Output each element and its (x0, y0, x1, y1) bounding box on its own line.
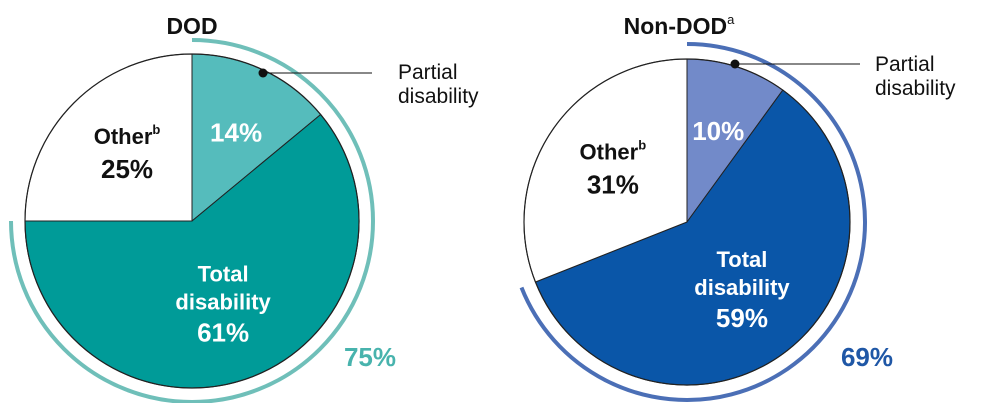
slice-label-0-2: Otherb (94, 122, 161, 149)
chart-title-0: DOD (166, 13, 217, 39)
slice-label-0-1a: Total (198, 261, 249, 286)
slice-label-1-1b: disability (694, 275, 790, 300)
slice-value-0-1: 61% (197, 317, 249, 347)
pie-outline-1 (523, 58, 851, 386)
slice-value-0-0: 14% (210, 117, 262, 147)
callout-dot-0 (258, 68, 268, 78)
callout-text-0-a: Partial (398, 61, 458, 84)
slice-label-0-1b: disability (175, 289, 271, 314)
slice-label-1-1a: Total (716, 247, 767, 272)
callout-text-1-b: disability (875, 77, 956, 100)
outer-arc-value-0: 75% (344, 342, 396, 372)
callout-text-1-a: Partial (875, 53, 935, 76)
outer-arc-value-1: 69% (841, 342, 893, 372)
callout-dot-1 (730, 59, 740, 69)
slice-label-1-2: Otherb (580, 138, 647, 165)
slice-value-0-2: 25% (101, 154, 153, 184)
slice-value-1-1: 59% (716, 303, 768, 333)
slice-value-1-0: 10% (692, 116, 744, 146)
callout-text-0-b: disability (398, 85, 479, 108)
chart-title-1: Non-DODa (624, 12, 735, 39)
outer-arc-1 (519, 42, 867, 402)
pie-outline-0 (24, 53, 360, 389)
outer-arc-0 (9, 38, 375, 403)
slice-value-1-2: 31% (587, 170, 639, 200)
